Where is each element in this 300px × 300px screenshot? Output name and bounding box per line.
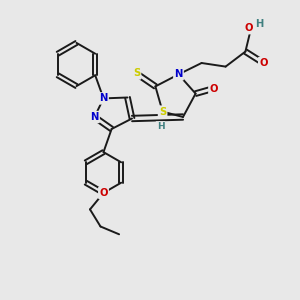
Text: O: O bbox=[259, 58, 268, 68]
Text: N: N bbox=[174, 69, 183, 80]
Text: O: O bbox=[209, 83, 218, 94]
Text: S: S bbox=[159, 106, 166, 117]
Text: N: N bbox=[99, 93, 108, 103]
Text: O: O bbox=[99, 188, 108, 198]
Text: N: N bbox=[90, 112, 99, 122]
Text: O: O bbox=[245, 23, 253, 33]
Text: H: H bbox=[255, 19, 264, 29]
Text: S: S bbox=[133, 68, 140, 79]
Text: H: H bbox=[157, 122, 164, 131]
